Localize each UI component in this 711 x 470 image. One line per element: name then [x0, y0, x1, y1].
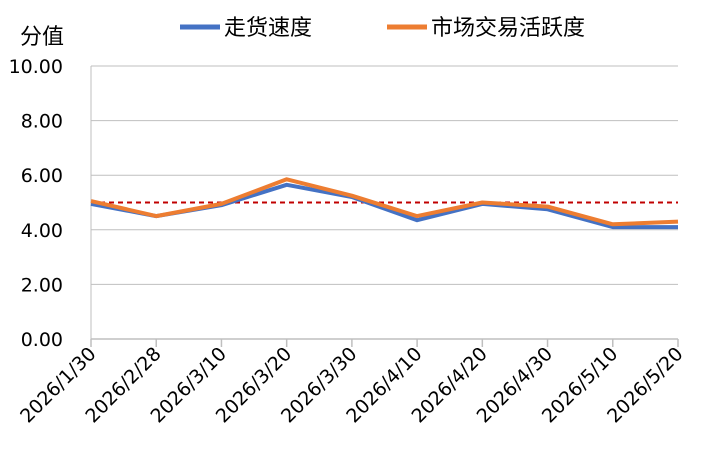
y-tick-label: 8.00 [21, 111, 63, 133]
series-line-1 [90, 177, 679, 227]
y-tick-label: 10.00 [9, 56, 63, 78]
legend-label: 市场交易活跃度 [431, 16, 585, 41]
legend: 走货速度 市场交易活跃度 [180, 16, 585, 41]
y-tick-label: 2.00 [21, 274, 63, 296]
y-tick-label: 0.00 [21, 329, 63, 351]
series-lines [90, 177, 679, 230]
legend-label: 走货速度 [224, 16, 312, 41]
y-tick-label: 6.00 [21, 165, 63, 187]
y-tick-label: 4.00 [21, 220, 63, 242]
y-axis-ticks: 0.00 2.00 4.00 6.00 8.00 10.00 [9, 56, 63, 351]
y-axis-label: 分值 [20, 25, 64, 50]
